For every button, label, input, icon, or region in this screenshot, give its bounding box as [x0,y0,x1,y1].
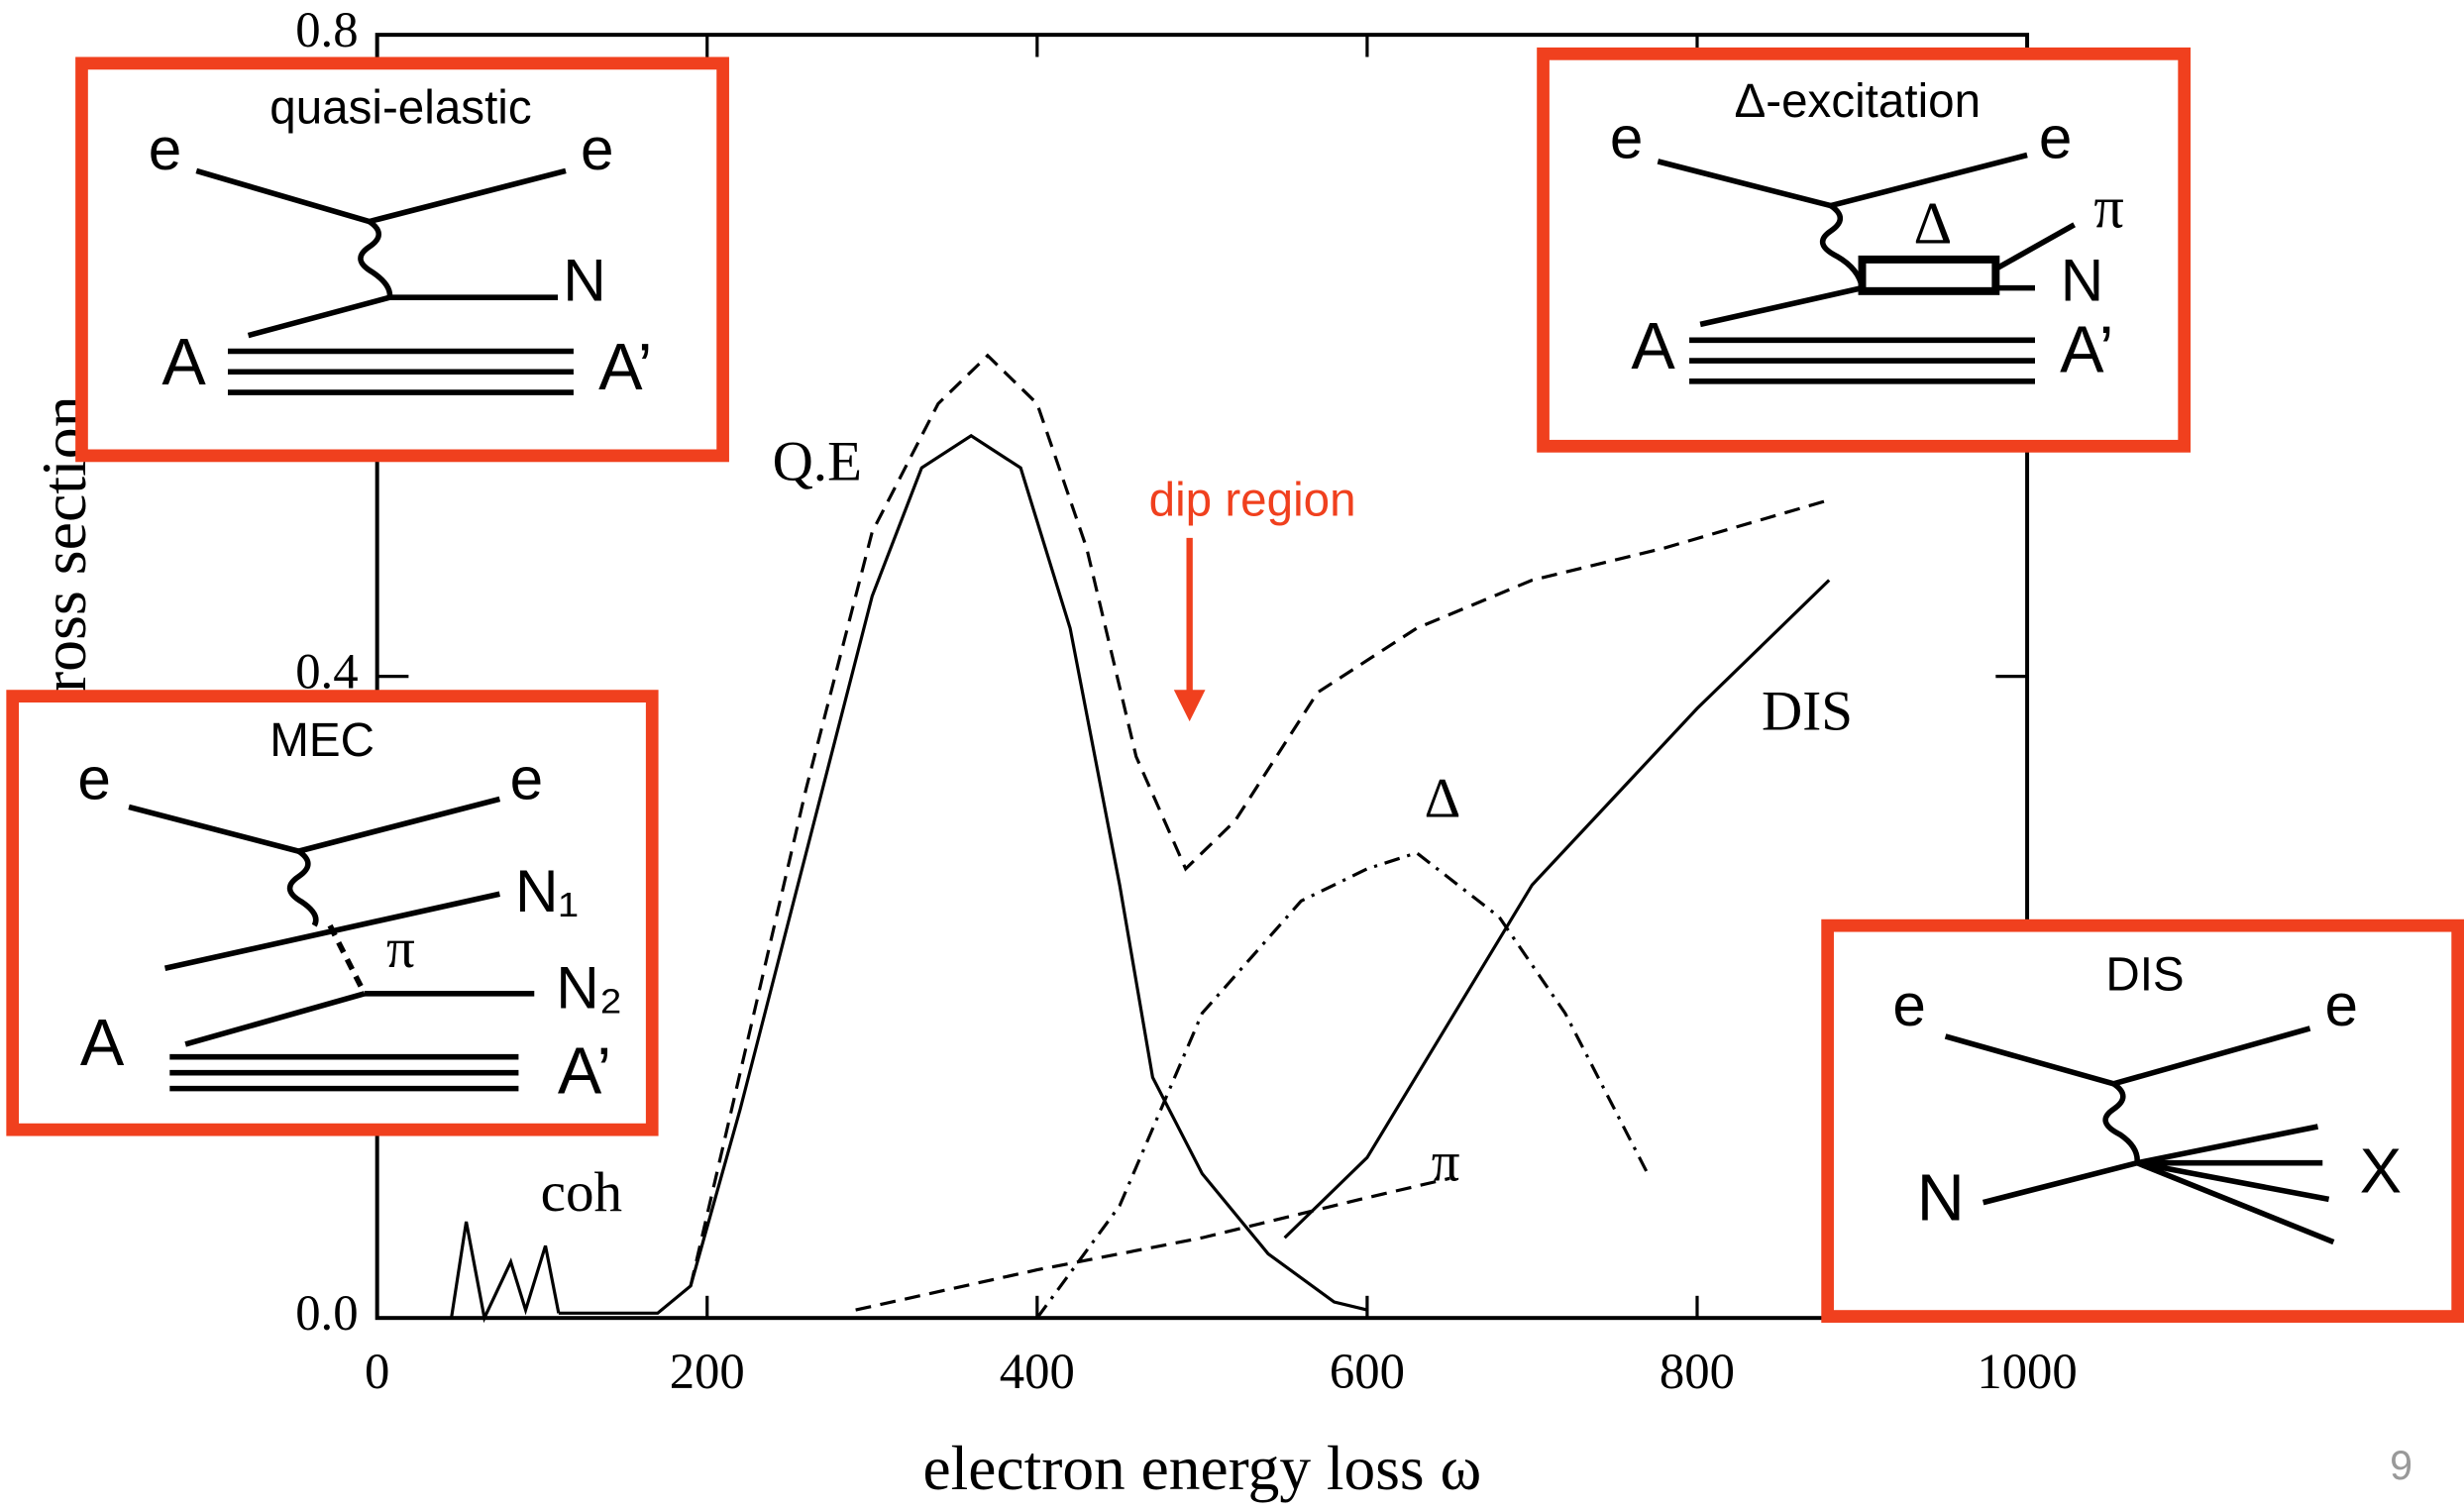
line [1944,1033,2115,1087]
label: e [1610,104,1644,171]
line [2112,1025,2311,1087]
x-tick-label: 0 [365,1345,389,1400]
label: N₂ [556,953,622,1021]
series-line [855,1176,1450,1312]
label: A’ [598,330,652,404]
x-axis-label: electron energy loss ω [923,1433,1482,1503]
inset-title: Δ-excitation [1734,75,1981,128]
x-tick-label: 600 [1330,1345,1405,1400]
series-label: Δ [1425,767,1461,829]
photon [286,848,319,927]
label: e [2325,971,2359,1038]
line [195,167,371,225]
label: A [80,1006,125,1080]
label: A’ [558,1033,611,1108]
inset-title: quasi-elastic [269,81,531,134]
line [1830,152,2028,209]
inset-box [1821,918,2464,1323]
label: π [2093,174,2123,241]
label: A [161,325,206,399]
inset-title: DIS [2105,948,2184,1001]
pion-line [327,923,368,996]
inset-title: MEC [269,714,375,767]
line [369,167,567,225]
label: e [510,744,544,811]
label: N [1917,1160,1965,1235]
label: e [2039,104,2073,171]
label: Δ [1914,190,1953,257]
label: e [77,744,111,811]
line [184,991,366,1047]
x-tick-label: 1000 [1977,1345,2077,1400]
inset-delta: Δ-excitation e e Δ π N A A’ [1537,47,2192,453]
label: N [563,246,606,313]
line [1657,159,1832,209]
inset-mec: MEC e e N₁ π N₂ A A’ [6,690,659,1136]
line [2136,1160,2335,1245]
line [247,294,391,339]
line [297,796,501,854]
photon [1819,203,1866,289]
arrow-head [1173,690,1206,722]
series-line [450,1221,561,1324]
line [2136,1124,2319,1166]
line [1993,222,2077,271]
label: e [149,115,182,182]
photon [2102,1081,2140,1163]
label: π [386,917,415,980]
series-label: DIS [1762,680,1853,742]
series-line [689,353,1830,1287]
inset-quasi-elastic: quasi-elastic e e N A A’ [75,56,729,463]
series-label: π [1432,1131,1460,1193]
series-line [1035,850,1650,1320]
series-line [1283,579,1831,1240]
x-tick-label: 200 [670,1345,745,1400]
label: e [581,115,614,182]
y-tick-label: 0.0 [295,1286,358,1342]
label: e [1892,971,1926,1038]
label: A [1631,309,1675,383]
line [2136,1159,2330,1203]
series-label: coh [541,1161,622,1224]
series-label: Q.E [773,430,862,492]
label: A’ [2060,312,2113,386]
label: N [2061,246,2104,313]
line [1982,1159,2138,1206]
label: X [2360,1135,2402,1206]
line [1699,284,1864,328]
annotation: dip region [1149,474,1356,526]
photon [358,219,393,298]
label: N₁ [515,857,579,924]
x-tick-label: 400 [1000,1345,1075,1400]
x-tick-label: 800 [1660,1345,1735,1400]
line [128,804,300,854]
delta-propagator [1858,255,2000,295]
inset-dis: DIS e e N X [1821,918,2464,1323]
y-tick-label: 0.8 [295,3,358,58]
page-number: 9 [2390,1443,2412,1488]
series-line [558,433,1368,1315]
